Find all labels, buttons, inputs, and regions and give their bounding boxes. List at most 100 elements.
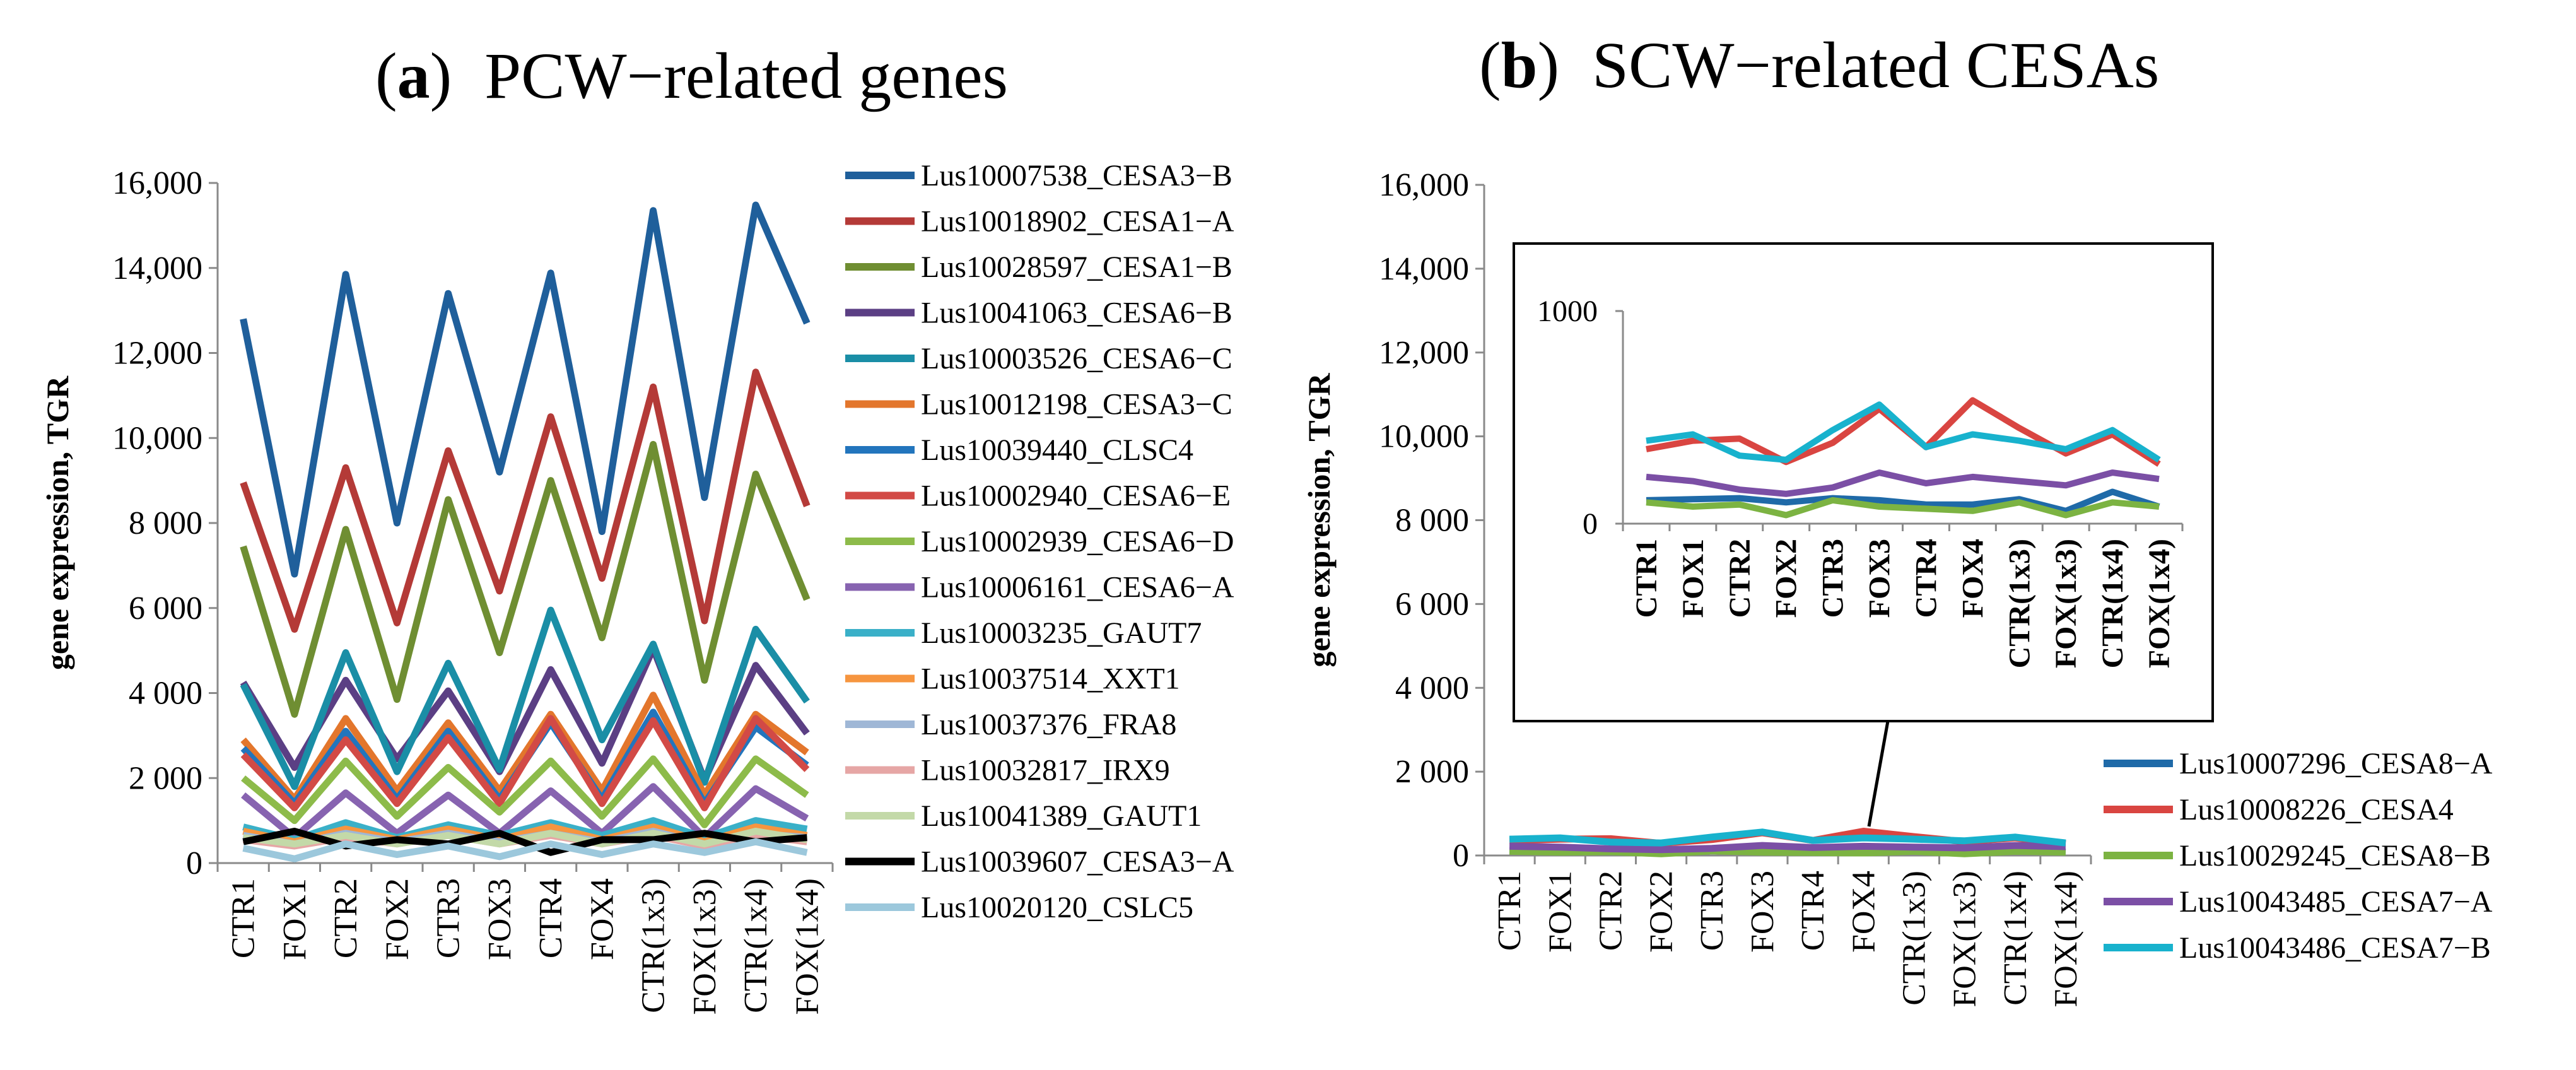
legend-label: Lus10043486_CESA7−B <box>2179 931 2491 965</box>
series-line-8 <box>240 715 810 811</box>
legend-label: Lus10002939_CESA6−D <box>921 525 1234 558</box>
y-tick-label: 8 000 <box>1395 503 1469 539</box>
y-tick-label: 10,000 <box>1379 419 1469 455</box>
legend-label: Lus10039607_CESA3−A <box>921 845 1234 879</box>
inset-x-tick-label: FOX1 <box>1677 539 1710 618</box>
inset-x-tick-label: CTR2 <box>1723 539 1757 618</box>
panel-b-title: (b) SCW−related CESAs <box>1479 29 2159 102</box>
x-tick-label: CTR(1x4) <box>1998 871 2034 1006</box>
x-tick-label: CTR3 <box>431 878 467 958</box>
x-tick-label: CTR2 <box>1593 871 1629 951</box>
panel-b-chart: (b) SCW−related CESAs 0 2 000 4 000 6 000 8 0… <box>1301 29 2493 1008</box>
x-tick-label: FOX3 <box>482 878 518 960</box>
inset-x-tick-label: FOX2 <box>1770 539 1803 618</box>
x-tick-label: FOX4 <box>584 878 620 960</box>
y-tick-label: 8 000 <box>129 505 202 541</box>
y-tick-label: 14,000 <box>112 250 202 286</box>
series-line-5 <box>240 606 810 791</box>
x-tick-label: FOX4 <box>1846 871 1882 953</box>
legend-label: Lus10020120_CSLC5 <box>921 891 1193 924</box>
series-line-10 <box>241 783 809 842</box>
series-line-17 <box>242 838 808 862</box>
legend-label: Lus10012198_CESA3−C <box>921 388 1232 421</box>
x-tick-label: CTR1 <box>1492 871 1528 951</box>
x-tick-label: FOX(1x3) <box>687 878 723 1015</box>
legend-label: Lus10018902_CESA1−A <box>921 205 1234 238</box>
x-tick-label: CTR(1x4) <box>738 878 774 1013</box>
x-tick-label: CTR3 <box>1694 871 1730 951</box>
y-tick-label: 16,000 <box>1379 167 1469 203</box>
inset-x-tick-label: CTR1 <box>1630 539 1663 618</box>
x-tick-label: CTR4 <box>1795 871 1831 951</box>
x-tick-label: FOX(1x3) <box>1947 871 1983 1008</box>
legend-label: Lus10039440_CLSC4 <box>921 433 1193 467</box>
y-axis-label: gene expression, TGR <box>40 375 75 670</box>
y-tick-label: 0 <box>186 845 202 881</box>
y-tick-label: 6 000 <box>1395 586 1469 622</box>
legend-label: Lus10037376_FRA8 <box>921 708 1176 741</box>
series-line-15 <box>242 828 808 848</box>
series-line-1 <box>240 201 811 578</box>
y-tick-label: 14,000 <box>1379 251 1469 287</box>
series-line-5 <box>1509 828 2066 847</box>
legend-label: Lus10028597_CESA1−B <box>921 250 1232 284</box>
inset-y-tick-label: 1000 <box>1537 295 1598 328</box>
x-tick-label: CTR2 <box>328 878 364 958</box>
y-axis-label: gene expression, TGR <box>1301 372 1337 667</box>
x-tick-label: CTR4 <box>533 878 569 958</box>
inset-x-tick-label: CTR4 <box>1909 539 1943 618</box>
y-tick-label: 12,000 <box>112 336 202 372</box>
x-tick-label: FOX1 <box>1542 871 1578 953</box>
inset-x-tick-label: CTR(1x3) <box>2003 539 2036 668</box>
y-tick-label: 4 000 <box>129 676 202 712</box>
x-tick-label: CTR(1x3) <box>636 878 672 1013</box>
inset-series-line-1 <box>1646 488 2160 514</box>
inset-pointer-line <box>1867 720 1890 827</box>
legend-label: Lus10006161_CESA6−A <box>921 571 1234 604</box>
series-line-9 <box>241 755 809 828</box>
y-tick-label: 12,000 <box>1379 335 1469 371</box>
inset-frame <box>1513 242 2214 722</box>
y-tick-label: 16,000 <box>112 165 202 201</box>
series-line-6 <box>240 691 809 803</box>
x-tick-label: FOX3 <box>1745 871 1781 953</box>
legend-label: Lus10043485_CESA7−A <box>2179 885 2493 919</box>
inset-x-tick-label: FOX3 <box>1863 539 1897 618</box>
x-tick-label: CTR(1x3) <box>1896 871 1932 1006</box>
inset-x-tick-label: CTR3 <box>1817 539 1850 618</box>
legend-label: Lus10032817_IRX9 <box>921 754 1170 787</box>
y-tick-label: 4 000 <box>1395 670 1469 706</box>
inset-series-line-4 <box>1646 469 2160 497</box>
inset-series-line-3 <box>1646 497 2160 519</box>
x-tick-label: FOX(1x4) <box>2048 871 2084 1008</box>
y-tick-label: 6 000 <box>129 591 202 626</box>
x-tick-label: FOX2 <box>379 878 415 960</box>
legend-label: Lus10037514_XXT1 <box>921 662 1180 696</box>
series-line-4 <box>1509 842 2066 854</box>
series-line-3 <box>240 440 811 718</box>
y-tick-label: 2 000 <box>129 760 202 796</box>
x-tick-label: FOX2 <box>1644 871 1680 953</box>
legend-label: Lus10003235_GAUT7 <box>921 616 1202 650</box>
inset-x-tick-label: CTR(1x4) <box>2096 539 2129 668</box>
x-tick-label: CTR1 <box>226 878 262 958</box>
inset-x-tick-label: FOX(1x3) <box>2049 539 2083 668</box>
inset-series-line-5 <box>1646 401 2161 463</box>
legend-label: Lus10029245_CESA8−B <box>2179 839 2491 873</box>
legend-label: Lus10041063_CESA6−B <box>921 297 1232 330</box>
y-tick-label: 2 000 <box>1395 754 1469 790</box>
legend-label: Lus10008226_CESA4 <box>2179 793 2454 826</box>
y-tick-label: 0 <box>1453 838 1469 874</box>
legend-label: Lus10007296_CESA8−A <box>2179 747 2493 780</box>
legend-label: Lus10003526_CESA6−C <box>921 342 1232 375</box>
legend-label: Lus10002940_CESA6−E <box>921 479 1231 513</box>
legend-label: Lus10041389_GAUT1 <box>921 799 1202 833</box>
y-tick-label: 10,000 <box>112 420 202 456</box>
legend-label: Lus10007538_CESA3−B <box>921 159 1232 192</box>
panel-a-chart: (a) PCW−related genes 0 2 000 4 000 6 000 8 0… <box>40 40 1234 1015</box>
inset-y-tick-label: 0 <box>1583 507 1598 541</box>
inset-x-tick-label: FOX(1x4) <box>2143 539 2176 668</box>
x-tick-label: FOX(1x4) <box>789 878 825 1015</box>
inset-x-tick-label: FOX4 <box>1956 539 1989 618</box>
